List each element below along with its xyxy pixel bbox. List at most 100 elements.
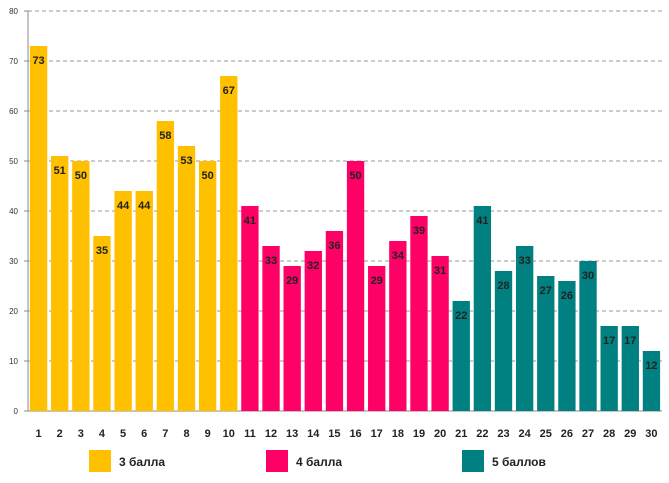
- bar-value-label: 36: [328, 240, 340, 252]
- legend-label: 4 балла: [296, 455, 342, 469]
- x-tick-label: 11: [244, 428, 256, 440]
- x-tick-label: 1: [36, 428, 42, 440]
- x-tick-label: 6: [141, 428, 147, 440]
- bar-value-label: 29: [286, 275, 298, 287]
- bar-value-label: 67: [223, 85, 235, 97]
- legend-swatch: [89, 450, 111, 472]
- x-tick-label: 17: [371, 428, 383, 440]
- legend-item: 4 балла: [266, 450, 342, 472]
- bar: [600, 326, 618, 411]
- x-tick-label: 14: [307, 428, 320, 440]
- bar: [579, 261, 597, 411]
- x-tick-label: 22: [476, 428, 488, 440]
- bar: [177, 146, 196, 411]
- bar: [114, 191, 132, 411]
- x-tick-label: 15: [328, 428, 340, 440]
- bar-value-label: 73: [32, 55, 44, 67]
- y-tick-label: 10: [9, 357, 18, 366]
- x-tick-label: 13: [286, 428, 298, 440]
- bar: [198, 161, 217, 411]
- bar: [389, 241, 407, 411]
- bar: [325, 231, 344, 411]
- y-tick-label: 20: [9, 307, 18, 316]
- x-tick-label: 27: [582, 428, 594, 440]
- bar-value-label: 31: [434, 265, 446, 277]
- bar-value-label: 33: [265, 255, 277, 267]
- bar-value-label: 26: [561, 290, 573, 302]
- bar: [452, 301, 470, 411]
- x-tick-label: 29: [624, 428, 636, 440]
- x-tick-label: 5: [120, 428, 126, 440]
- legend-label: 3 балла: [119, 455, 165, 469]
- y-tick-label: 40: [9, 207, 18, 216]
- bar-value-label: 39: [413, 225, 425, 237]
- x-tick-label: 28: [603, 428, 615, 440]
- bar: [283, 266, 301, 411]
- bar: [642, 351, 661, 411]
- y-tick-label: 0: [14, 407, 19, 416]
- bar: [621, 326, 639, 411]
- bar: [558, 281, 576, 411]
- y-tick-label: 80: [9, 7, 18, 16]
- bar: [220, 76, 238, 411]
- bar-value-label: 44: [117, 200, 130, 212]
- legend-item: 3 балла: [89, 450, 165, 472]
- bar: [368, 266, 386, 411]
- bar: [473, 206, 492, 411]
- x-tick-label: 18: [392, 428, 404, 440]
- x-tick-label: 20: [434, 428, 446, 440]
- bar: [241, 206, 259, 411]
- x-tick-label: 7: [162, 428, 168, 440]
- x-tick-label: 26: [561, 428, 573, 440]
- bar-value-label: 29: [371, 275, 383, 287]
- bar-value-label: 50: [349, 170, 361, 182]
- x-tick-label: 10: [223, 428, 235, 440]
- bar: [262, 246, 280, 411]
- grid-lines: [28, 10, 662, 362]
- x-tick-label: 23: [497, 428, 509, 440]
- bar: [72, 161, 90, 411]
- bar: [29, 46, 48, 411]
- bar: [515, 246, 534, 411]
- bar-value-label: 35: [96, 245, 108, 257]
- bar-value-label: 53: [180, 155, 192, 167]
- x-tick-label: 24: [519, 428, 532, 440]
- x-tick-label: 19: [413, 428, 425, 440]
- bar-value-label: 34: [392, 250, 405, 262]
- bar-value-label: 17: [624, 335, 636, 347]
- x-tick-label: 8: [183, 428, 189, 440]
- x-tick-label: 9: [205, 428, 211, 440]
- legend-swatch: [266, 450, 288, 472]
- bar-value-label: 41: [476, 215, 488, 227]
- bar-value-label: 27: [540, 285, 552, 297]
- legend-label: 5 баллов: [492, 455, 546, 469]
- bar: [410, 216, 428, 411]
- x-tick-label: 25: [540, 428, 552, 440]
- bar-value-label: 28: [497, 280, 509, 292]
- bars: [29, 46, 661, 411]
- y-tick-label: 60: [9, 107, 18, 116]
- bar-value-label: 22: [455, 310, 467, 322]
- bar-value-label: 50: [75, 170, 87, 182]
- bar-value-label: 32: [307, 260, 319, 272]
- legend-item: 5 баллов: [462, 450, 546, 472]
- bar: [156, 121, 175, 411]
- bar-value-label: 30: [582, 270, 594, 282]
- bar-value-label: 58: [159, 130, 171, 142]
- bar: [135, 191, 153, 411]
- x-tick-label: 16: [349, 428, 361, 440]
- bar: [494, 271, 513, 411]
- legend-swatch: [462, 450, 484, 472]
- bar: [537, 276, 555, 411]
- x-tick-label: 30: [645, 428, 657, 440]
- bar-value-label: 44: [138, 200, 151, 212]
- x-tick-label: 3: [78, 428, 84, 440]
- bar-value-label: 12: [645, 360, 657, 372]
- bar-value-label: 50: [202, 170, 214, 182]
- legend: 3 балла 4 балла 5 баллов: [89, 450, 546, 472]
- bar: [93, 236, 111, 411]
- x-tick-label: 21: [455, 428, 467, 440]
- x-tick-label: 2: [57, 428, 63, 440]
- bar: [346, 161, 365, 411]
